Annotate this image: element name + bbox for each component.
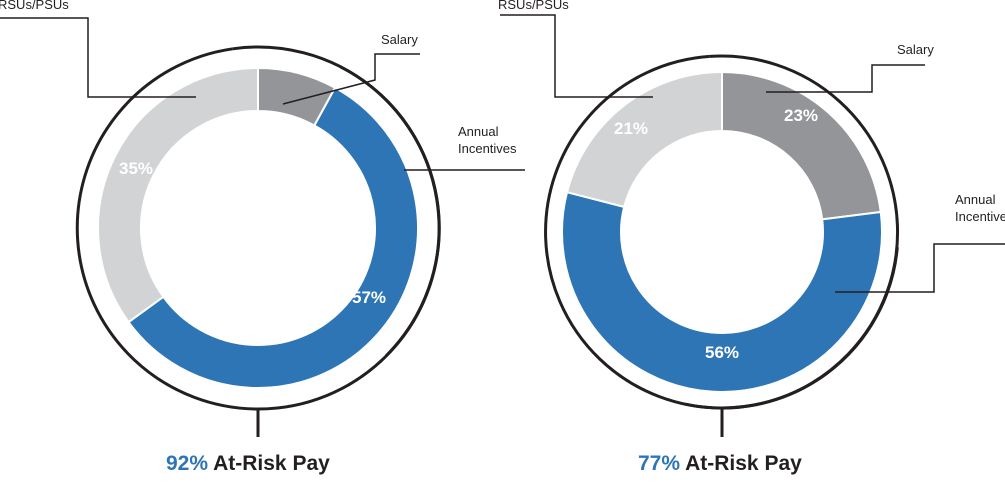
category-label-line-left-2-0: RSUs/PSUs <box>0 0 69 12</box>
at-risk-caption-left: 92% At-Risk Pay <box>166 452 330 476</box>
bracket-arc-left-2 <box>339 65 441 358</box>
slice-value-label-right-2: 21% <box>614 119 648 138</box>
donut-slice-right-1 <box>561 190 883 394</box>
slice-value-label-left-0: 8% <box>0 84 11 103</box>
category-label-right-2: RSUs/PSUs <box>498 0 569 12</box>
category-label-line-left-1-0: Annual <box>458 124 499 139</box>
leader-line-left-2 <box>0 17 196 98</box>
slice-value-label-right-0: 23% <box>784 106 818 125</box>
category-label-left-2: RSUs/PSUs <box>0 0 69 12</box>
category-label-line-right-1-1: Incentives <box>955 209 1005 224</box>
donut-slice-left-2 <box>97 66 259 324</box>
category-label-right-0: Salary <box>897 42 934 57</box>
leader-line-left-0 <box>282 53 420 105</box>
at-risk-text-right: At-Risk Pay <box>685 452 802 475</box>
leader-line-right-2 <box>500 14 653 98</box>
at-risk-text-left: At-Risk Pay <box>213 452 330 475</box>
donut-slice-left-1 <box>127 86 419 389</box>
category-label-right-1: Annual Incentives <box>955 192 1005 224</box>
at-risk-caption-right: 77% At-Risk Pay <box>638 452 802 476</box>
donut-slice-right-0 <box>721 70 882 221</box>
category-label-left-0: Salary <box>381 32 418 47</box>
slice-value-label-left-2: 35% <box>119 159 153 178</box>
category-label-line-right-2-0: RSUs/PSUs <box>498 0 569 12</box>
slice-value-label-left-1: 57% <box>352 288 386 307</box>
at-risk-percent-left: 92% <box>166 452 209 475</box>
at-risk-percent-right: 77% <box>638 452 681 475</box>
donut-slice-right-2 <box>565 70 723 209</box>
leader-line-right-1 <box>835 243 1005 293</box>
category-label-line-right-0-0: Salary <box>897 42 934 57</box>
leader-line-right-0 <box>766 64 925 93</box>
category-label-left-1: Annual Incentives <box>458 124 517 156</box>
category-label-line-right-1-0: Annual <box>955 192 996 207</box>
slice-value-label-right-1: 56% <box>705 343 739 362</box>
category-label-line-left-1-1: Incentives <box>458 141 517 156</box>
bracket-arc-right-1 <box>544 54 723 410</box>
category-label-line-left-0-0: Salary <box>381 32 418 47</box>
bracket-arc-left-1 <box>75 47 259 411</box>
bracket-arc-right-2 <box>685 247 899 410</box>
